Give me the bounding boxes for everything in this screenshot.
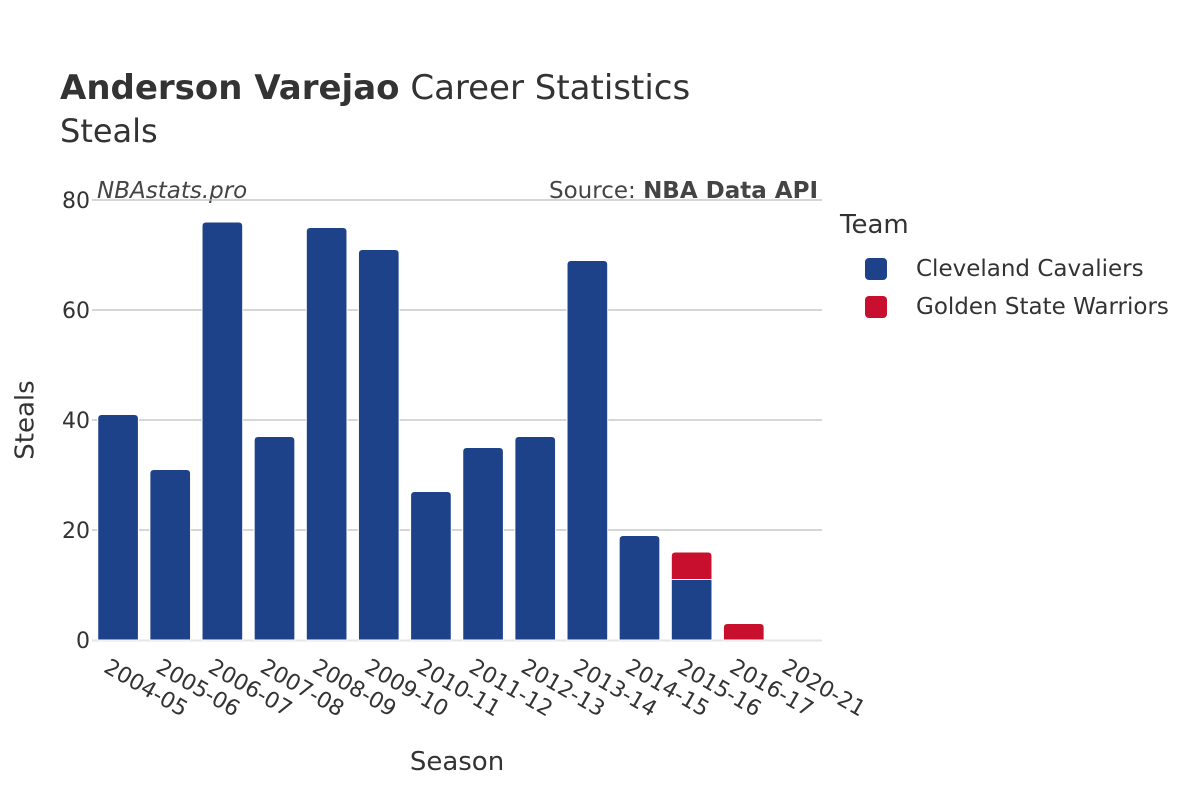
legend-title: Team [840,210,909,240]
y-tick-label: 80 [62,189,90,214]
legend-label: Cleveland Cavaliers [916,256,1144,282]
legend: Team Cleveland Cavaliers Golden State Wa… [840,210,1169,326]
bar [410,491,452,641]
bar [97,414,139,641]
bar [305,227,348,641]
x-axis-title: Season [410,747,504,777]
y-tick-label: 20 [62,519,90,544]
y-tick-label: 40 [62,409,90,434]
player-name: Anderson Varejao [60,68,400,108]
y-tick-label: 0 [76,629,90,654]
bar [722,623,765,641]
chart-subtitle: Steals [60,112,158,150]
bar [357,249,400,641]
legend-swatch [865,258,887,280]
bar [149,469,192,641]
y-tick-label: 60 [62,299,90,324]
title-suffix: Career Statistics [399,68,691,108]
bar [566,260,609,641]
bar [670,551,713,580]
bar [514,436,557,641]
legend-item-cleveland-cavaliers[interactable]: Cleveland Cavaliers [865,250,1169,288]
bar [618,535,661,641]
bar [670,579,713,641]
y-axis-title: Steals [11,380,41,459]
legend-swatch [865,296,887,318]
legend-item-golden-state-warriors[interactable]: Golden State Warriors [865,288,1169,326]
bar [462,447,504,641]
bar [253,436,296,641]
bar [201,221,244,641]
chart-title: Anderson Varejao Career Statistics [60,68,690,108]
legend-label: Golden State Warriors [916,294,1169,320]
